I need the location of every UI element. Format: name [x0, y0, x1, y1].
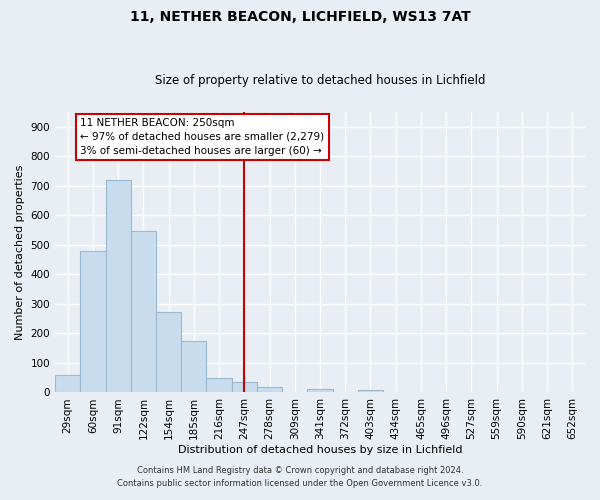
Bar — [206, 378, 232, 392]
Bar — [307, 389, 332, 392]
X-axis label: Distribution of detached houses by size in Lichfield: Distribution of detached houses by size … — [178, 445, 462, 455]
Text: Contains HM Land Registry data © Crown copyright and database right 2024.
Contai: Contains HM Land Registry data © Crown c… — [118, 466, 482, 487]
Bar — [80, 250, 106, 392]
Bar — [106, 180, 131, 392]
Bar — [55, 374, 80, 392]
Text: 11, NETHER BEACON, LICHFIELD, WS13 7AT: 11, NETHER BEACON, LICHFIELD, WS13 7AT — [130, 10, 470, 24]
Bar — [358, 390, 383, 392]
Y-axis label: Number of detached properties: Number of detached properties — [15, 164, 25, 340]
Text: 11 NETHER BEACON: 250sqm
← 97% of detached houses are smaller (2,279)
3% of semi: 11 NETHER BEACON: 250sqm ← 97% of detach… — [80, 118, 325, 156]
Title: Size of property relative to detached houses in Lichfield: Size of property relative to detached ho… — [155, 74, 485, 87]
Bar — [232, 382, 257, 392]
Bar — [181, 341, 206, 392]
Bar — [131, 232, 156, 392]
Bar — [156, 312, 181, 392]
Bar — [257, 386, 282, 392]
